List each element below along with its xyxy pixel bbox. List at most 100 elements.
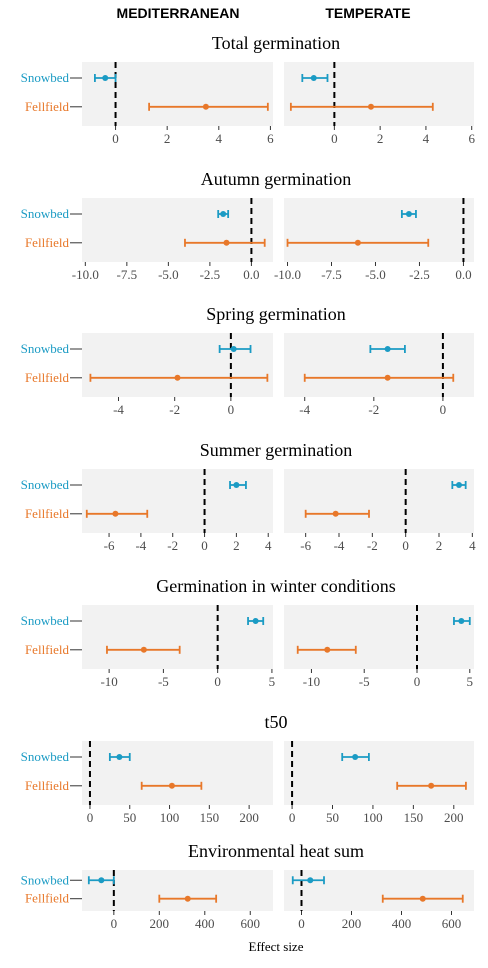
panel-background bbox=[284, 469, 474, 533]
category-label: Fellfield bbox=[25, 642, 70, 657]
point-fellfield bbox=[428, 782, 435, 789]
panel-background bbox=[82, 198, 273, 262]
x-tick-label: -10 bbox=[303, 674, 320, 689]
chart-row-5: t50 Snowbed Fellfield 0 50 100 150 200 0 50 100 150… bbox=[21, 712, 474, 825]
point-fellfield bbox=[324, 646, 331, 653]
x-tick-label: 0 bbox=[331, 131, 338, 146]
panel-mediterranean: -10 -5 0 5 bbox=[82, 605, 275, 689]
category-label: Fellfield bbox=[25, 235, 70, 250]
chart-title: Summer germination bbox=[200, 440, 352, 460]
x-tick-label: 0 bbox=[414, 674, 421, 689]
x-tick-label: 4 bbox=[265, 538, 272, 553]
category-label: Snowbed bbox=[21, 70, 70, 85]
x-tick-label: -4 bbox=[113, 402, 124, 417]
x-tick-label: 50 bbox=[326, 810, 339, 825]
panel-temperate: -4 -2 0 bbox=[284, 333, 474, 417]
x-tick-label: 100 bbox=[363, 810, 383, 825]
point-fellfield bbox=[419, 895, 426, 902]
point-snowbed bbox=[102, 75, 109, 81]
x-tick-label: 0 bbox=[440, 402, 447, 417]
category-label: Snowbed bbox=[21, 613, 70, 628]
x-tick-label: -6 bbox=[300, 538, 311, 553]
point-snowbed bbox=[230, 346, 237, 352]
panel-temperate: 0 50 100 150 200 bbox=[284, 741, 474, 825]
chart-row-0: Total germination Snowbed Fellfield 0 2 4 6 0 2 4… bbox=[21, 33, 476, 146]
point-snowbed bbox=[310, 75, 317, 81]
x-tick-label: 150 bbox=[200, 810, 220, 825]
x-tick-label: 600 bbox=[241, 916, 261, 931]
category-label: Fellfield bbox=[25, 506, 70, 521]
x-tick-label: 400 bbox=[195, 916, 215, 931]
chart-rows: Total germination Snowbed Fellfield 0 2 4 6 0 2 4… bbox=[21, 33, 476, 931]
category-label: Snowbed bbox=[21, 477, 70, 492]
point-snowbed bbox=[220, 211, 227, 217]
point-fellfield bbox=[354, 239, 361, 246]
panel-background bbox=[284, 741, 474, 805]
chart-title: Total germination bbox=[212, 33, 340, 53]
category-label: Snowbed bbox=[21, 749, 70, 764]
x-tick-label: -2 bbox=[169, 402, 180, 417]
chart-row-1: Autumn germinationSnowbedFellfield-10.0-… bbox=[21, 169, 474, 282]
point-fellfield bbox=[174, 374, 181, 381]
point-snowbed bbox=[405, 211, 412, 217]
x-tick-label: 4 bbox=[423, 131, 430, 146]
point-snowbed bbox=[252, 618, 259, 624]
panel-temperate: 0 200 400 600 bbox=[284, 870, 474, 931]
x-tick-label: 200 bbox=[150, 916, 170, 931]
panel-background bbox=[284, 870, 474, 911]
x-tick-label: 2 bbox=[233, 538, 240, 553]
x-tick-label: -6 bbox=[104, 538, 115, 553]
category-label: Fellfield bbox=[25, 99, 70, 114]
x-tick-label: -2 bbox=[167, 538, 178, 553]
x-tick-label: 0 bbox=[201, 538, 208, 553]
panel-background bbox=[284, 198, 474, 262]
strip-label-mediterranean: MEDITERRANEAN bbox=[117, 5, 240, 21]
point-fellfield bbox=[384, 374, 391, 381]
category-label: Fellfield bbox=[25, 778, 70, 793]
x-tick-label: -5 bbox=[359, 674, 370, 689]
panel-mediterranean: -4 -2 0 bbox=[82, 333, 273, 417]
x-tick-label: 2 bbox=[164, 131, 171, 146]
x-tick-label: 0.0 bbox=[455, 267, 471, 282]
x-tick-label: -2 bbox=[367, 538, 378, 553]
x-tick-label: -5 bbox=[158, 674, 169, 689]
x-tick-label: -2.5 bbox=[409, 267, 430, 282]
x-tick-label: 6 bbox=[468, 131, 475, 146]
x-tick-label: -10.0 bbox=[274, 267, 301, 282]
panel-background bbox=[82, 870, 273, 911]
x-tick-label: 4 bbox=[469, 538, 476, 553]
x-tick-label: 0 bbox=[87, 810, 94, 825]
x-tick-label: -7.5 bbox=[117, 267, 138, 282]
x-axis-label: Effect size bbox=[249, 939, 304, 954]
panel-background bbox=[82, 333, 273, 397]
panel-mediterranean: -6 -4 -2 0 2 4 bbox=[82, 469, 273, 553]
x-tick-label: 0 bbox=[228, 402, 235, 417]
point-fellfield bbox=[332, 510, 339, 517]
point-snowbed bbox=[98, 877, 105, 884]
panel-temperate: -10 -5 0 5 bbox=[284, 605, 474, 689]
point-fellfield bbox=[202, 103, 209, 110]
x-tick-label: 0 bbox=[402, 538, 409, 553]
x-tick-label: -5.0 bbox=[365, 267, 386, 282]
x-tick-label: 0 bbox=[289, 810, 296, 825]
x-tick-label: 0 bbox=[111, 916, 118, 931]
category-label: Snowbed bbox=[21, 872, 70, 887]
x-tick-label: 5 bbox=[467, 674, 474, 689]
panel-temperate: -6 -4 -2 0 2 4 bbox=[284, 469, 476, 553]
x-tick-label: 0 bbox=[112, 131, 119, 146]
x-tick-label: 150 bbox=[404, 810, 424, 825]
panel-background bbox=[82, 741, 273, 805]
panel-mediterranean: 0 2 4 6 bbox=[82, 62, 274, 146]
x-tick-label: -4 bbox=[135, 538, 146, 553]
chart-title: t50 bbox=[264, 712, 287, 732]
x-tick-label: 0.0 bbox=[243, 267, 259, 282]
panel-background bbox=[82, 605, 273, 669]
x-tick-label: 5 bbox=[269, 674, 276, 689]
x-tick-label: 400 bbox=[392, 916, 412, 931]
chart-row-4: Germination in winter conditions Snowbed F… bbox=[21, 576, 474, 689]
category-label: Fellfield bbox=[25, 891, 70, 906]
point-snowbed bbox=[116, 754, 123, 760]
x-tick-label: 0 bbox=[298, 916, 305, 931]
chart-row-3: Summer germination Snowbed Fellfield -6 -4 -2… bbox=[21, 440, 476, 553]
